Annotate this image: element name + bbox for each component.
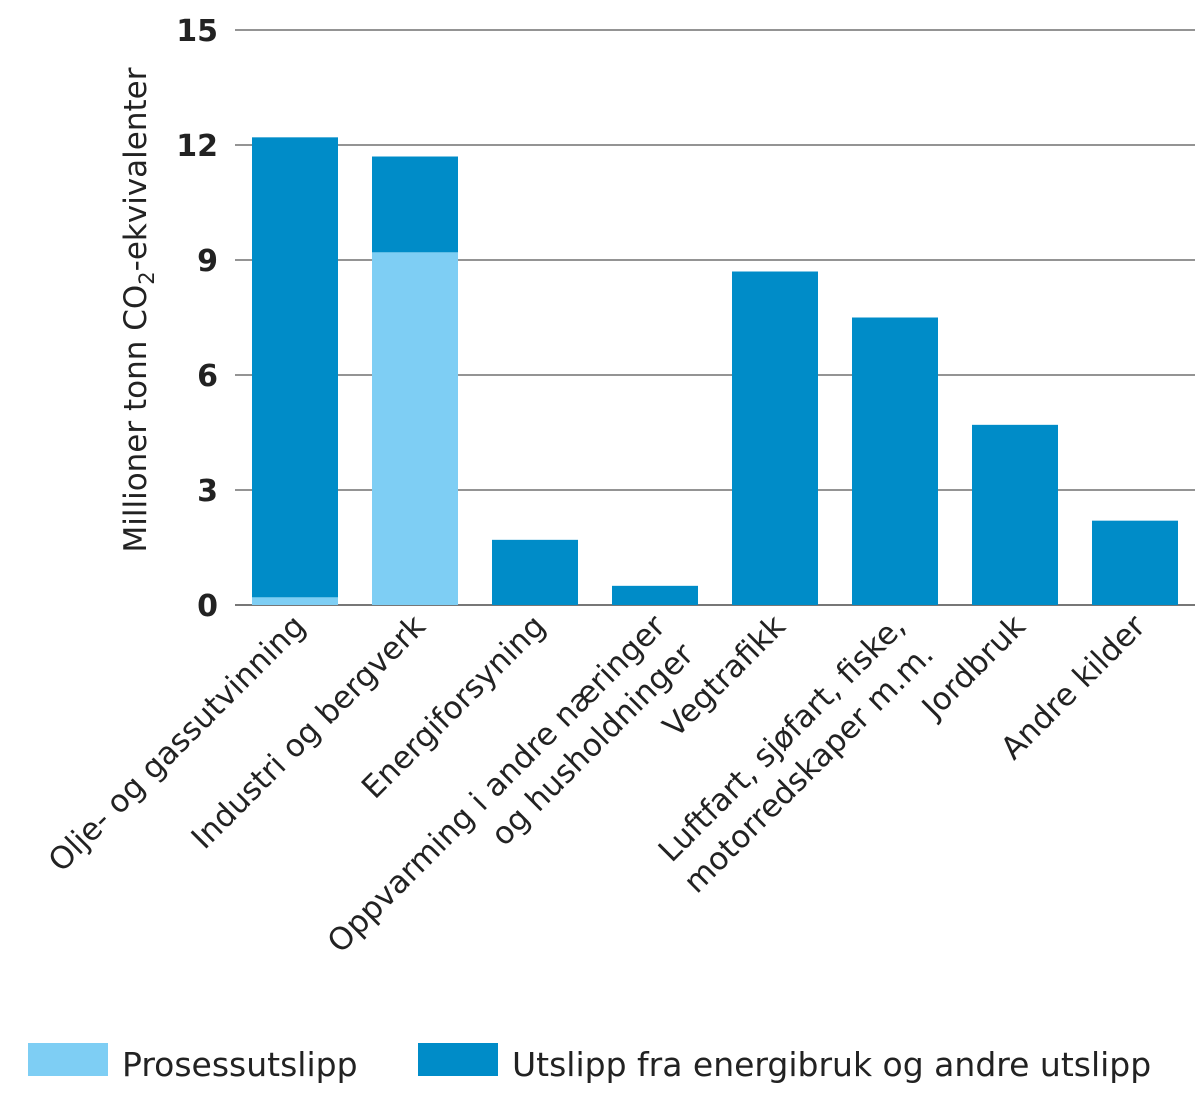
bar-segment	[492, 539, 578, 605]
bar-segment	[372, 156, 458, 253]
legend-swatch	[418, 1043, 498, 1076]
y-tick-label: 6	[197, 359, 218, 394]
legend-label: Prosessutslipp	[122, 1045, 358, 1084]
bar-segment	[972, 424, 1058, 605]
y-tick-label: 0	[197, 589, 218, 624]
bar-segment	[612, 585, 698, 605]
y-tick-label: 15	[176, 14, 218, 49]
bar-segment	[732, 271, 818, 605]
bar-segment	[252, 137, 338, 598]
y-tick-label: 12	[176, 129, 218, 164]
bar-segment	[252, 597, 338, 605]
bar-segment	[372, 252, 458, 606]
y-axis-label: Millioner tonn CO2-ekvivalenter	[118, 67, 159, 552]
legend-label: Utslipp fra energibruk og andre utslipp	[512, 1045, 1151, 1084]
x-category-label: Industri og bergverk	[185, 608, 433, 856]
x-category-label: Luftfart, sjøfart, fiske,	[652, 608, 913, 869]
y-tick-label: 3	[197, 474, 218, 509]
legend-swatch	[28, 1043, 108, 1076]
bar-segment	[852, 317, 938, 605]
bar-segment	[1092, 520, 1178, 605]
y-tick-label: 9	[197, 244, 218, 279]
